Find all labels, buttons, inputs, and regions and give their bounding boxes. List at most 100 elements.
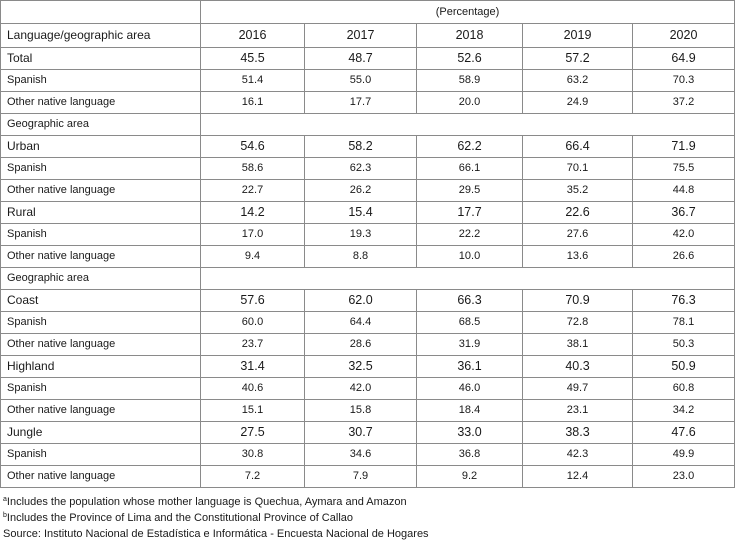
value-cell: 78.1: [631, 311, 735, 334]
value-cell: 10.0: [416, 245, 523, 268]
table-row: Total 45.5 48.7 52.6 57.2 64.9: [0, 47, 735, 70]
section-row: Geographic area: [0, 113, 735, 136]
section-row: Geographic area: [0, 267, 735, 290]
row-label: Other native language: [0, 245, 201, 268]
value-cell: 70.9: [522, 289, 633, 312]
value-cell: 64.4: [304, 311, 417, 334]
value-cell: 29.5: [416, 179, 523, 202]
row-label: Coast: [0, 289, 201, 312]
footnote-b: bIncludes the Province of Lima and the C…: [3, 510, 429, 526]
value-cell: 46.0: [416, 377, 523, 400]
row-label: Spanish: [0, 69, 201, 92]
value-cell: 22.2: [416, 223, 523, 246]
table-row: Jungle 27.5 30.7 33.0 38.3 47.6: [0, 421, 735, 444]
value-cell: 55.0: [304, 69, 417, 92]
row-label: Other native language: [0, 333, 201, 356]
row-label: Jungle: [0, 421, 201, 444]
value-cell: 70.1: [522, 157, 633, 180]
footnote-text: Includes the population whose mother lan…: [6, 496, 407, 508]
table-row: Spanish 58.6 62.3 66.1 70.1 75.5: [0, 157, 735, 180]
row-label: Other native language: [0, 179, 201, 202]
value-cell: 66.4: [522, 135, 633, 158]
section-spacer: [200, 113, 735, 136]
unit-row: (Percentage): [0, 0, 735, 24]
value-cell: 63.2: [522, 69, 633, 92]
value-cell: 38.1: [522, 333, 633, 356]
row-label: Spanish: [0, 443, 201, 466]
value-cell: 35.2: [522, 179, 633, 202]
section-label: Geographic area: [0, 267, 201, 290]
corner-cell: [0, 0, 201, 24]
value-cell: 7.9: [304, 465, 417, 488]
value-cell: 57.6: [200, 289, 305, 312]
value-cell: 17.0: [200, 223, 305, 246]
row-label: Spanish: [0, 377, 201, 400]
section-label: Geographic area: [0, 113, 201, 136]
value-cell: 24.9: [522, 91, 633, 114]
source-note: Source: Instituto Nacional de Estadístic…: [3, 526, 429, 542]
value-cell: 9.2: [416, 465, 523, 488]
value-cell: 49.7: [522, 377, 633, 400]
header-row: Language/geographic area 2016 2017 2018 …: [0, 23, 735, 48]
value-cell: 36.1: [416, 355, 523, 378]
value-cell: 40.3: [522, 355, 633, 378]
source-text: Source: Instituto Nacional de Estadístic…: [3, 528, 429, 540]
value-cell: 66.3: [416, 289, 523, 312]
value-cell: 20.0: [416, 91, 523, 114]
footnote-a: aIncludes the population whose mother la…: [3, 494, 429, 510]
value-cell: 19.3: [304, 223, 417, 246]
table-row: Highland 31.4 32.5 36.1 40.3 50.9: [0, 355, 735, 378]
row-label: Spanish: [0, 157, 201, 180]
value-cell: 8.8: [304, 245, 417, 268]
value-cell: 30.7: [304, 421, 417, 444]
data-table: (Percentage) Language/geographic area 20…: [0, 0, 735, 488]
value-cell: 30.8: [200, 443, 305, 466]
value-cell: 15.8: [304, 399, 417, 422]
value-cell: 9.4: [200, 245, 305, 268]
footnotes: aIncludes the population whose mother la…: [3, 494, 429, 542]
row-label: Urban: [0, 135, 201, 158]
value-cell: 70.3: [631, 69, 735, 92]
value-cell: 34.2: [631, 399, 735, 422]
year-header: 2020: [631, 23, 735, 48]
footnote-marker: a: [3, 496, 7, 503]
value-cell: 72.8: [522, 311, 633, 334]
value-cell: 28.6: [304, 333, 417, 356]
unit-label: (Percentage): [199, 0, 735, 24]
value-cell: 40.6: [200, 377, 305, 400]
value-cell: 23.0: [631, 465, 735, 488]
table-row: Other native language 22.7 26.2 29.5 35.2 44.…: [0, 179, 735, 202]
value-cell: 15.4: [304, 201, 417, 224]
value-cell: 58.6: [200, 157, 305, 180]
value-cell: 76.3: [631, 289, 735, 312]
table-row: Spanish 60.0 64.4 68.5 72.8 78.1: [0, 311, 735, 334]
value-cell: 51.4: [200, 69, 305, 92]
value-cell: 27.6: [522, 223, 633, 246]
value-cell: 66.1: [416, 157, 523, 180]
header-label: Language/geographic area: [0, 23, 201, 48]
value-cell: 26.2: [304, 179, 417, 202]
table-body: (Percentage) Language/geographic area 20…: [0, 0, 735, 488]
value-cell: 36.7: [631, 201, 735, 224]
value-cell: 34.6: [304, 443, 417, 466]
value-cell: 16.1: [200, 91, 305, 114]
value-cell: 44.8: [631, 179, 735, 202]
value-cell: 50.9: [631, 355, 735, 378]
value-cell: 60.8: [631, 377, 735, 400]
table-row: Spanish 51.4 55.0 58.9 63.2 70.3: [0, 69, 735, 92]
value-cell: 14.2: [200, 201, 305, 224]
value-cell: 26.6: [631, 245, 735, 268]
value-cell: 22.6: [522, 201, 633, 224]
value-cell: 27.5: [200, 421, 305, 444]
value-cell: 42.0: [631, 223, 735, 246]
table-row: Spanish 40.6 42.0 46.0 49.7 60.8: [0, 377, 735, 400]
value-cell: 62.0: [304, 289, 417, 312]
value-cell: 71.9: [631, 135, 735, 158]
table-row: Other native language 7.2 7.9 9.2 12.4 23.0: [0, 465, 735, 488]
table-row: Spanish 30.8 34.6 36.8 42.3 49.9: [0, 443, 735, 466]
value-cell: 37.2: [631, 91, 735, 114]
table-row: Other native language 15.1 15.8 18.4 23.1 34.…: [0, 399, 735, 422]
value-cell: 22.7: [200, 179, 305, 202]
value-cell: 33.0: [416, 421, 523, 444]
value-cell: 23.7: [200, 333, 305, 356]
